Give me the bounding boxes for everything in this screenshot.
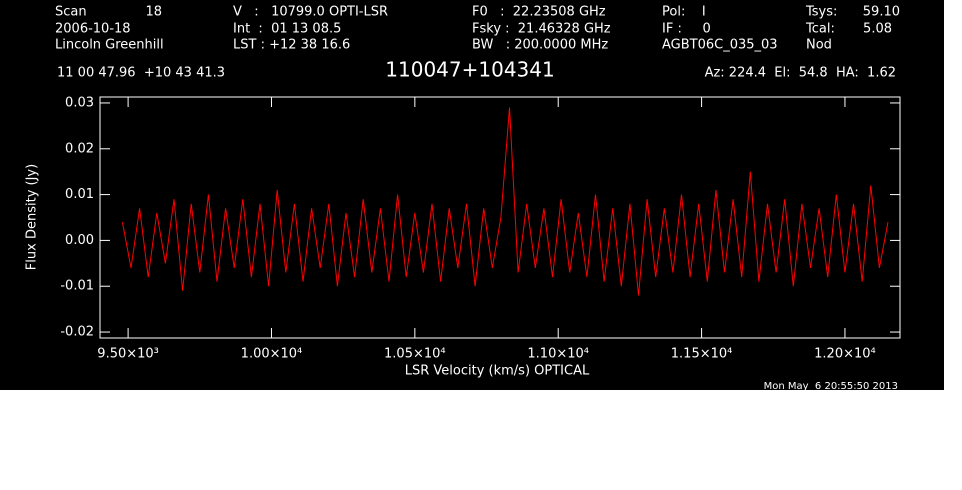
x-tick-label: 1.10×10⁴: [527, 347, 589, 362]
header-text: Az: 224.4 El: 54.8 HA: 1.62: [705, 66, 896, 81]
header-text: BW : 200.0000 MHz: [472, 38, 608, 53]
header-text: Tcal:: [805, 22, 835, 37]
header-text: Int : 01 13 08.5: [233, 22, 341, 37]
header-text: 11 00 47.96 +10 43 41.3: [57, 66, 225, 81]
header-text: Pol: I: [662, 5, 706, 20]
x-tick-label: 1.05×10⁴: [384, 347, 446, 362]
header-text: Scan: [55, 5, 87, 20]
header-text: Fsky : 21.46328 GHz: [472, 22, 611, 37]
y-tick-label: 0.03: [65, 95, 94, 110]
timestamp: Mon May 6 20:55:50 2013: [764, 381, 898, 392]
header-text: F0 : 22.23508 GHz: [472, 5, 606, 20]
spectrum-line: [121, 107, 889, 296]
plot-frame: [99, 96, 901, 339]
y-tick-label: -0.01: [60, 279, 94, 294]
x-tick-label: 1.00×10⁴: [241, 347, 303, 362]
x-tick-label: 1.20×10⁴: [814, 347, 876, 362]
plot-background: [0, 0, 944, 390]
x-tick-label: 9.50×10³: [97, 347, 159, 362]
header-text: Nod: [806, 38, 832, 53]
x-axis-label: LSR Velocity (km/s) OPTICAL: [405, 364, 590, 379]
header-text: V : 10799.0 OPTI-LSR: [233, 5, 388, 20]
y-axis-label: Flux Density (Jy): [25, 164, 40, 270]
header-text: 5.08: [863, 22, 892, 37]
header-text: 2006-10-18: [55, 22, 131, 37]
y-tick-label: 0.00: [65, 233, 94, 248]
y-tick-label: 0.02: [65, 141, 94, 156]
header-text: 18: [145, 5, 162, 20]
x-tick-label: 1.15×10⁴: [671, 347, 733, 362]
header-text: IF : 0: [662, 22, 711, 37]
header-text: LST : +12 38 16.6: [233, 38, 350, 53]
header-text: Lincoln Greenhill: [55, 38, 164, 53]
header-text: AGBT06C_035_03: [662, 38, 778, 53]
header-text: 59.10: [863, 5, 900, 20]
header-text: Tsys:: [805, 5, 837, 20]
y-tick-label: 0.01: [65, 187, 94, 202]
y-tick-label: -0.02: [60, 325, 94, 340]
chart-title: 110047+104341: [385, 58, 554, 82]
